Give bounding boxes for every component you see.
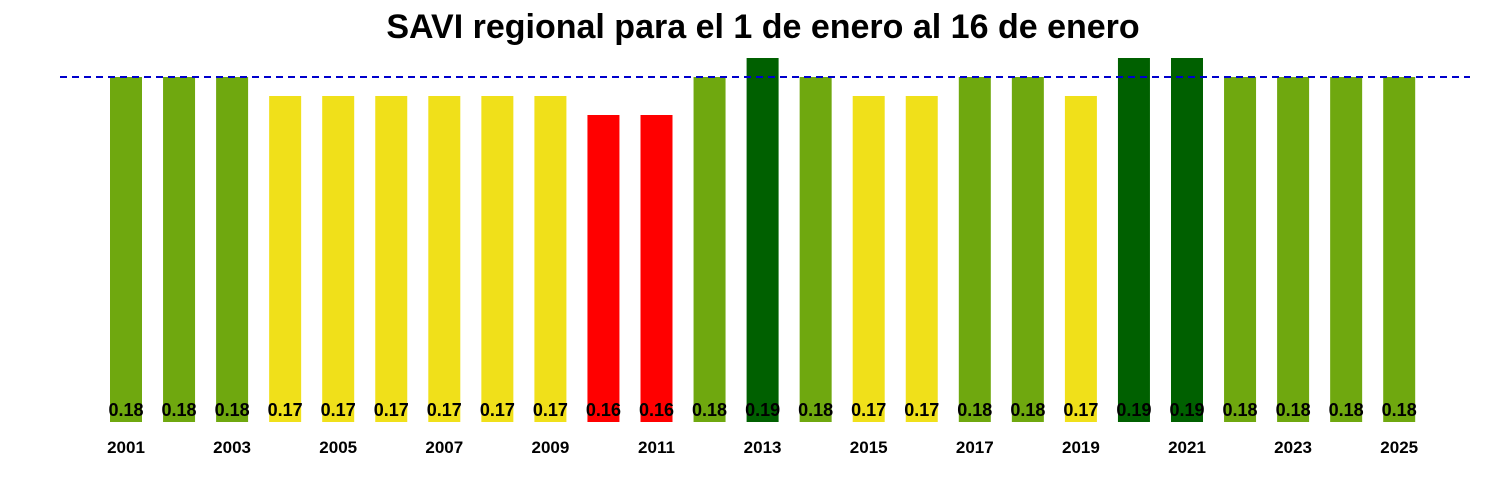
bar-2004: [269, 96, 302, 422]
value-label-2015: 0.17: [851, 400, 886, 420]
bar-2017: [958, 77, 991, 422]
value-label-2023: 0.18: [1276, 400, 1311, 420]
bar-2009: [534, 96, 567, 422]
value-label-2009: 0.17: [533, 400, 568, 420]
bar-2016: [905, 96, 938, 422]
bar-2015: [852, 96, 885, 422]
x-tick-label-2001: 2001: [107, 438, 145, 457]
bar-2003: [216, 77, 249, 422]
value-label-2018: 0.18: [1010, 400, 1045, 420]
x-tick-label-2005: 2005: [319, 438, 357, 457]
value-label-2021: 0.19: [1169, 400, 1204, 420]
bar-2019: [1064, 96, 1097, 422]
bar-2010: [587, 115, 620, 422]
x-tick-label-2017: 2017: [956, 438, 994, 457]
value-label-2020: 0.19: [1116, 400, 1151, 420]
value-label-2012: 0.18: [692, 400, 727, 420]
bar-2024: [1330, 77, 1363, 422]
value-label-2010: 0.16: [586, 400, 621, 420]
value-label-2007: 0.17: [427, 400, 462, 420]
bar-2012: [693, 77, 726, 422]
chart-title: SAVI regional para el 1 de enero al 16 d…: [386, 8, 1140, 46]
bar-2008: [481, 96, 514, 422]
x-tick-label-2011: 2011: [638, 438, 675, 457]
x-tick-label-2019: 2019: [1062, 438, 1100, 457]
x-tick-label-2013: 2013: [744, 438, 782, 457]
value-label-2008: 0.17: [480, 400, 515, 420]
x-tick-label-2015: 2015: [850, 438, 888, 457]
bar-2007: [428, 96, 461, 422]
bar-2002: [163, 77, 196, 422]
bar-2014: [799, 77, 832, 422]
value-label-2016: 0.17: [904, 400, 939, 420]
value-label-2017: 0.18: [957, 400, 992, 420]
x-tick-label-2025: 2025: [1380, 438, 1418, 457]
x-tick-label-2009: 2009: [531, 438, 569, 457]
value-label-2024: 0.18: [1329, 400, 1364, 420]
value-label-2005: 0.17: [321, 400, 356, 420]
value-label-2006: 0.17: [374, 400, 409, 420]
bar-2013: [746, 58, 779, 422]
value-label-2003: 0.18: [215, 400, 250, 420]
value-label-2001: 0.18: [108, 400, 143, 420]
value-label-2004: 0.17: [268, 400, 303, 420]
x-tick-label-2023: 2023: [1274, 438, 1312, 457]
bar-2006: [375, 96, 408, 422]
x-tick-label-2003: 2003: [213, 438, 251, 457]
value-label-2022: 0.18: [1223, 400, 1258, 420]
value-label-2013: 0.19: [745, 400, 780, 420]
bar-2025: [1383, 77, 1416, 422]
bar-2005: [322, 96, 355, 422]
value-label-2011: 0.16: [639, 400, 674, 420]
bar-2001: [110, 77, 142, 422]
x-tick-label-2021: 2021: [1168, 438, 1206, 457]
bar-2020: [1117, 58, 1150, 422]
value-label-2025: 0.18: [1382, 400, 1417, 420]
bar-2023: [1277, 77, 1310, 422]
value-label-2002: 0.18: [162, 400, 197, 420]
x-tick-label-2007: 2007: [425, 438, 463, 457]
bar-2018: [1011, 77, 1044, 422]
bar-2022: [1224, 77, 1257, 422]
value-label-2019: 0.17: [1063, 400, 1098, 420]
bar-2011: [640, 115, 673, 422]
value-label-2014: 0.18: [798, 400, 833, 420]
bar-2021: [1171, 58, 1203, 422]
